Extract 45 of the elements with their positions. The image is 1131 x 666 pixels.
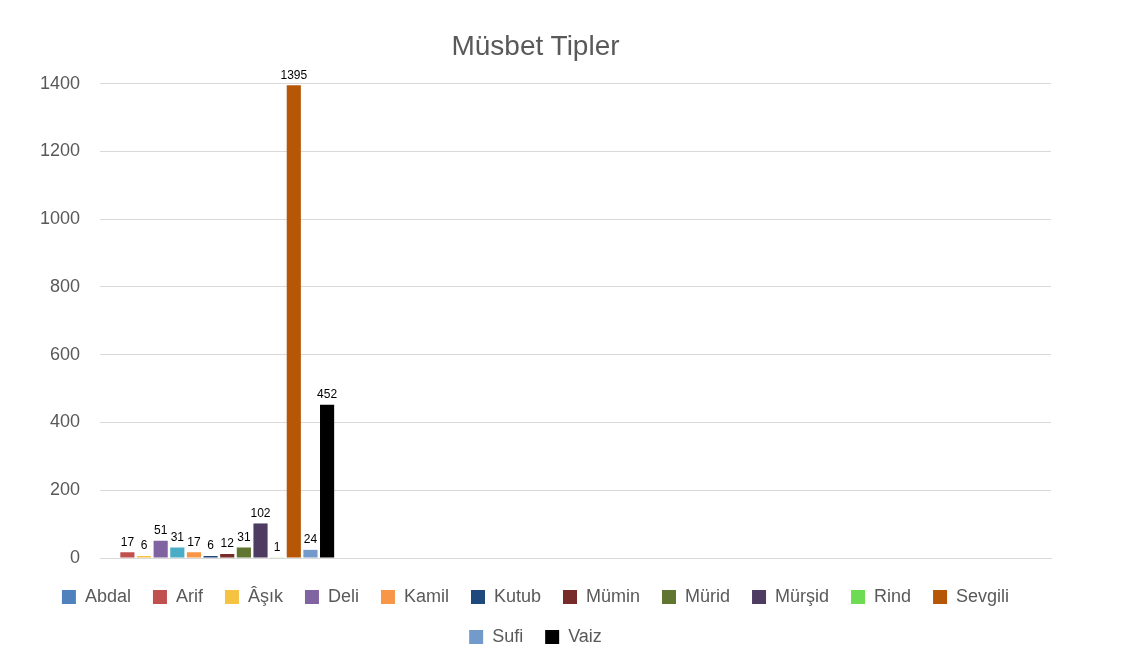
legend-label: Mümin [586,585,641,606]
y-tick-label: 400 [50,411,81,432]
legend-label: Kamil [403,585,449,606]
data-label: 31 [237,529,251,544]
y-tick-label: 1200 [40,140,81,161]
legend-label: Kutub [493,585,542,606]
data-label: 24 [303,532,318,547]
data-label: 17 [120,534,135,549]
data-label: 51 [153,523,168,538]
bar [220,553,235,558]
y-tick-label: 600 [50,343,81,364]
data-label: 31 [170,529,185,544]
chart-title: Müsbet Tipler [451,29,620,61]
legend-label: Deli [327,585,359,606]
bar [120,552,135,558]
data-label: 6 [140,538,148,553]
data-label: 452 [317,387,338,402]
data-label: 12 [220,536,235,551]
legend-label: Mürid [685,585,731,606]
legend-label: Âşık [247,585,284,606]
y-tick-label: 1400 [40,72,81,93]
y-tick-label: 200 [50,479,81,500]
bar [236,547,251,558]
bar [170,547,185,558]
data-label: 102 [250,505,271,520]
data-label: 6 [207,538,215,553]
data-label: 1395 [280,67,308,82]
y-tick-label: 800 [50,275,81,296]
legend-label: Mürşid [775,585,830,606]
legend-label: Arif [175,585,204,606]
legend-label: Rind [874,585,912,606]
bar [286,85,301,558]
legend-label: Abdal [84,585,131,606]
data-label: 1 [273,539,281,554]
legend-label: Vaiz [568,625,602,646]
y-tick-label: 0 [70,546,81,567]
bar [186,552,202,558]
bar [253,523,268,558]
legend-label: Sufi [492,625,524,646]
y-tick-label: 1000 [40,208,81,229]
bar [320,404,335,558]
legend-label: Sevgili [956,585,1010,606]
bar [303,549,318,558]
bar [153,540,168,558]
data-label: 17 [187,534,201,549]
